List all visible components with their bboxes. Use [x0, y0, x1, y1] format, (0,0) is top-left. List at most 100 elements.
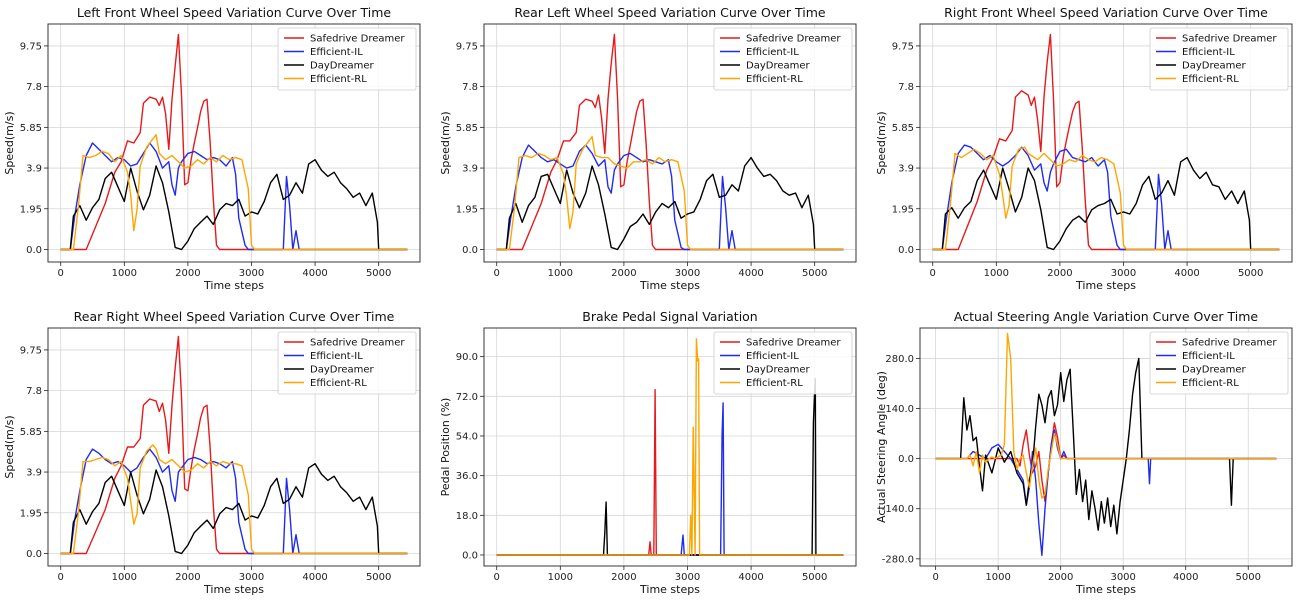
y-axis-label: Speed(m/s): [3, 111, 16, 174]
chart-title: Left Front Wheel Speed Variation Curve O…: [77, 5, 392, 20]
y-tick-label: 280.0: [885, 354, 914, 365]
legend-label-daydreamer: DayDreamer: [1182, 61, 1247, 72]
y-tick-label: 9.75: [20, 345, 42, 356]
x-tick-label: 3000: [1111, 268, 1136, 279]
y-tick-label: -140.0: [882, 504, 914, 515]
y-tick-label: 5.85: [20, 427, 42, 438]
y-tick-label: 9.75: [20, 41, 42, 52]
legend: Safedrive Dreamer Efficient-IL DayDreamer E…: [713, 27, 853, 91]
x-tick-label: 4000: [738, 268, 763, 279]
legend-label-efficient-rl: Efficient-RL: [310, 378, 367, 389]
series-line-efficient-rl: [496, 338, 844, 556]
chart-left-front-wheel-speed: Left Front Wheel Speed Variation Curve O…: [0, 0, 436, 304]
y-tick-label: 0.0: [26, 549, 42, 560]
x-axis-label: Time steps: [639, 279, 700, 292]
x-tick-label: 0: [932, 572, 938, 583]
plot-frame: [483, 23, 857, 263]
x-tick-label: 3000: [1110, 572, 1135, 583]
legend: Safedrive Dreamer Efficient-IL DayDreamer E…: [1149, 331, 1289, 395]
x-tick-label: 2000: [175, 268, 200, 279]
x-tick-label: 2000: [611, 268, 636, 279]
x-tick-label: 1000: [548, 572, 573, 583]
chart-title: Rear Left Wheel Speed Variation Curve Ov…: [514, 5, 826, 20]
chart-svg: Rear Right Wheel Speed Variation Curve O…: [3, 309, 421, 596]
legend-label-efficient-il: Efficient-IL: [310, 47, 363, 58]
y-tick-label: 1.95: [20, 204, 42, 215]
x-tick-label: 5000: [366, 268, 391, 279]
x-tick-label: 5000: [802, 572, 827, 583]
series-line-efficient-il: [496, 402, 844, 556]
y-tick-label: 7.8: [26, 82, 42, 93]
chart-svg: Right Front Wheel Speed Variation Curve …: [875, 5, 1293, 292]
plot-frame: [919, 327, 1293, 567]
y-tick-label: 3.9: [26, 164, 42, 175]
y-tick-label: 36.0: [456, 471, 478, 482]
y-tick-label: 3.9: [462, 164, 478, 175]
x-tick-label: 0: [494, 268, 500, 279]
legend-label-safedrive-dreamer: Safedrive Dreamer: [746, 338, 841, 349]
chart-title: Actual Steering Angle Variation Curve Ov…: [954, 309, 1259, 324]
legend-label-efficient-il: Efficient-IL: [746, 351, 799, 362]
y-tick-label: 1.95: [20, 508, 42, 519]
y-tick-label: 9.75: [892, 41, 914, 52]
y-tick-label: 0.0: [898, 454, 914, 465]
y-tick-label: 18.0: [456, 511, 478, 522]
legend-label-efficient-rl: Efficient-RL: [746, 74, 803, 85]
legend-label-safedrive-dreamer: Safedrive Dreamer: [1182, 34, 1277, 45]
x-tick-label: 1000: [112, 268, 137, 279]
chart-title: Rear Right Wheel Speed Variation Curve O…: [74, 309, 395, 324]
chart-svg: Rear Left Wheel Speed Variation Curve Ov…: [439, 5, 857, 292]
series-line-efficient-rl: [935, 332, 1277, 499]
legend-label-safedrive-dreamer: Safedrive Dreamer: [1182, 338, 1277, 349]
x-tick-label: 1000: [985, 572, 1010, 583]
y-tick-label: 0.0: [26, 245, 42, 256]
series-line-safedrive-dreamer: [496, 388, 844, 556]
series-line-efficient-rl: [60, 444, 408, 555]
legend-label-efficient-rl: Efficient-RL: [746, 378, 803, 389]
series-line-efficient-il: [935, 429, 1277, 557]
x-tick-label: 2000: [1048, 572, 1073, 583]
plot-frame: [47, 23, 421, 263]
y-tick-label: 7.8: [462, 82, 478, 93]
series-line-safedrive-dreamer: [935, 422, 1277, 503]
y-tick-label: 0.0: [462, 550, 478, 561]
x-tick-label: 5000: [802, 268, 827, 279]
y-tick-label: 0.0: [462, 245, 478, 256]
y-tick-label: 7.8: [898, 82, 914, 93]
series-line-daydreamer: [60, 158, 408, 251]
legend-label-daydreamer: DayDreamer: [746, 365, 811, 376]
legend-label-efficient-il: Efficient-IL: [310, 351, 363, 362]
x-tick-label: 2000: [175, 572, 200, 583]
chart-rear-left-wheel-speed: Rear Left Wheel Speed Variation Curve Ov…: [436, 0, 872, 304]
x-tick-label: 0: [930, 268, 936, 279]
chart-brake-pedal-signal: Brake Pedal Signal Variation 0 1000 2000 300…: [436, 304, 872, 608]
chart-title: Right Front Wheel Speed Variation Curve …: [944, 5, 1268, 20]
chart-svg: Left Front Wheel Speed Variation Curve O…: [3, 5, 421, 292]
y-tick-label: 54.0: [456, 431, 478, 442]
x-tick-label: 4000: [302, 572, 327, 583]
y-tick-label: 5.85: [20, 123, 42, 134]
y-axis-label: Actual Steering Angle (deg): [875, 371, 888, 523]
plot-frame: [483, 327, 857, 567]
x-tick-label: 3000: [239, 268, 264, 279]
chart-rear-right-wheel-speed: Rear Right Wheel Speed Variation Curve O…: [0, 304, 436, 608]
series-line-efficient-il: [60, 448, 408, 555]
series-line-efficient-rl: [496, 135, 844, 251]
plot-frame: [47, 327, 421, 567]
y-tick-label: 5.85: [892, 123, 914, 134]
x-tick-label: 4000: [1173, 572, 1198, 583]
legend: Safedrive Dreamer Efficient-IL DayDreamer E…: [1149, 27, 1289, 91]
x-axis-label: Time steps: [639, 583, 700, 596]
legend-label-daydreamer: DayDreamer: [746, 61, 811, 72]
series-line-efficient-rl: [932, 146, 1280, 251]
legend-label-efficient-rl: Efficient-RL: [1182, 74, 1239, 85]
chart-svg: Actual Steering Angle Variation Curve Ov…: [875, 309, 1293, 596]
x-tick-label: 4000: [302, 268, 327, 279]
y-tick-label: 140.0: [885, 404, 914, 415]
chart-right-front-wheel-speed: Right Front Wheel Speed Variation Curve …: [872, 0, 1308, 304]
legend-label-safedrive-dreamer: Safedrive Dreamer: [310, 34, 405, 45]
x-tick-label: 3000: [675, 268, 700, 279]
series-line-safedrive-dreamer: [60, 335, 408, 555]
legend-label-safedrive-dreamer: Safedrive Dreamer: [310, 338, 405, 349]
series-line-safedrive-dreamer: [60, 33, 408, 251]
